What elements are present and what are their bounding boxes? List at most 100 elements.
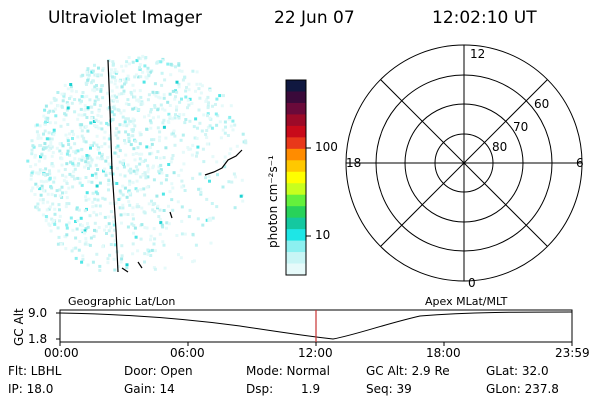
image-pixel <box>227 180 231 184</box>
image-pixel <box>163 266 167 270</box>
image-pixel <box>197 87 201 91</box>
image-pixel <box>180 219 184 223</box>
image-pixel <box>196 145 200 149</box>
image-pixel <box>200 129 204 133</box>
image-pixel <box>83 165 87 169</box>
image-pixel <box>171 208 175 212</box>
image-pixel <box>142 159 146 163</box>
image-pixel <box>54 121 58 125</box>
image-pixel <box>95 184 99 188</box>
image-pixel <box>116 136 120 140</box>
image-pixel <box>158 171 162 175</box>
image-pixel <box>124 102 128 106</box>
image-pixel <box>89 121 93 125</box>
status-gain: Gain: 14 <box>124 382 175 396</box>
image-pixel <box>202 113 206 117</box>
image-pixel <box>100 73 103 77</box>
image-pixel <box>112 70 116 74</box>
image-pixel <box>218 94 222 98</box>
image-pixel <box>66 139 70 143</box>
image-pixel <box>65 180 68 184</box>
image-pixel <box>161 121 165 125</box>
colorbar-segment <box>286 160 306 173</box>
image-pixel <box>30 152 34 156</box>
image-pixel <box>34 124 38 128</box>
image-pixel <box>119 213 123 217</box>
image-pixel <box>113 151 117 155</box>
image-pixel <box>99 89 103 93</box>
image-pixel <box>186 146 190 149</box>
image-pixel <box>153 210 157 214</box>
image-pixel <box>173 143 177 147</box>
colorbar-segment <box>286 137 306 150</box>
image-pixel <box>88 243 92 247</box>
image-pixel <box>200 84 204 88</box>
image-pixel <box>55 189 59 193</box>
image-pixel <box>88 98 92 102</box>
image-pixel <box>147 167 151 171</box>
image-pixel <box>159 60 163 64</box>
image-pixel <box>47 207 51 211</box>
image-pixel <box>113 82 117 86</box>
image-pixel <box>149 238 152 242</box>
image-pixel <box>121 69 125 73</box>
image-pixel <box>40 184 44 188</box>
image-pixel <box>102 136 106 140</box>
image-pixel <box>98 264 102 268</box>
image-pixel <box>131 129 135 133</box>
image-pixel <box>108 253 112 257</box>
image-pixel <box>110 68 113 72</box>
image-pixel <box>181 133 185 137</box>
image-pixel <box>171 131 175 135</box>
image-pixel <box>45 179 49 183</box>
image-pixel <box>79 223 82 227</box>
image-pixel <box>153 237 157 241</box>
image-pixel <box>41 147 45 151</box>
image-pixel <box>159 163 163 167</box>
image-pixel <box>175 105 179 109</box>
image-pixel <box>108 162 112 166</box>
image-pixel <box>175 234 179 237</box>
image-pixel <box>116 155 120 158</box>
timeline-yaxis-label: GC Alt <box>12 308 26 346</box>
image-pixel <box>131 252 135 256</box>
image-pixel <box>120 64 124 68</box>
image-pixel <box>132 128 135 132</box>
image-pixel <box>153 82 157 86</box>
image-pixel <box>158 96 162 100</box>
image-pixel <box>76 117 80 121</box>
image-pixel <box>143 173 147 177</box>
image-pixel <box>96 73 100 77</box>
timeline-ytick-label-top: 9.0 <box>28 306 48 320</box>
image-pixel <box>75 207 79 211</box>
image-pixel <box>70 129 74 133</box>
image-pixel <box>36 136 40 140</box>
image-pixel <box>118 160 122 164</box>
image-pixel <box>66 137 70 141</box>
image-pixel <box>94 118 98 122</box>
image-pixel <box>53 107 57 111</box>
image-pixel <box>146 175 150 179</box>
image-pixel <box>211 216 215 220</box>
time-label: 12:02:10 UT <box>432 8 537 28</box>
image-pixel <box>123 82 126 86</box>
image-pixel <box>228 152 232 156</box>
image-pixel <box>76 176 80 180</box>
image-pixel <box>186 98 190 102</box>
image-pixel <box>160 223 164 227</box>
image-pixel <box>96 120 100 123</box>
image-pixel <box>156 204 160 208</box>
image-pixel <box>147 93 151 97</box>
image-pixel <box>99 212 102 216</box>
image-pixel <box>41 201 45 205</box>
image-pixel <box>118 189 122 193</box>
image-pixel <box>178 100 182 104</box>
image-pixel <box>125 77 129 81</box>
image-pixel <box>83 108 87 112</box>
image-pixel <box>96 198 100 202</box>
image-pixel <box>157 215 161 218</box>
image-pixel <box>74 151 78 155</box>
image-pixel <box>36 133 40 137</box>
image-pixel <box>74 246 78 250</box>
image-pixel <box>147 74 151 78</box>
